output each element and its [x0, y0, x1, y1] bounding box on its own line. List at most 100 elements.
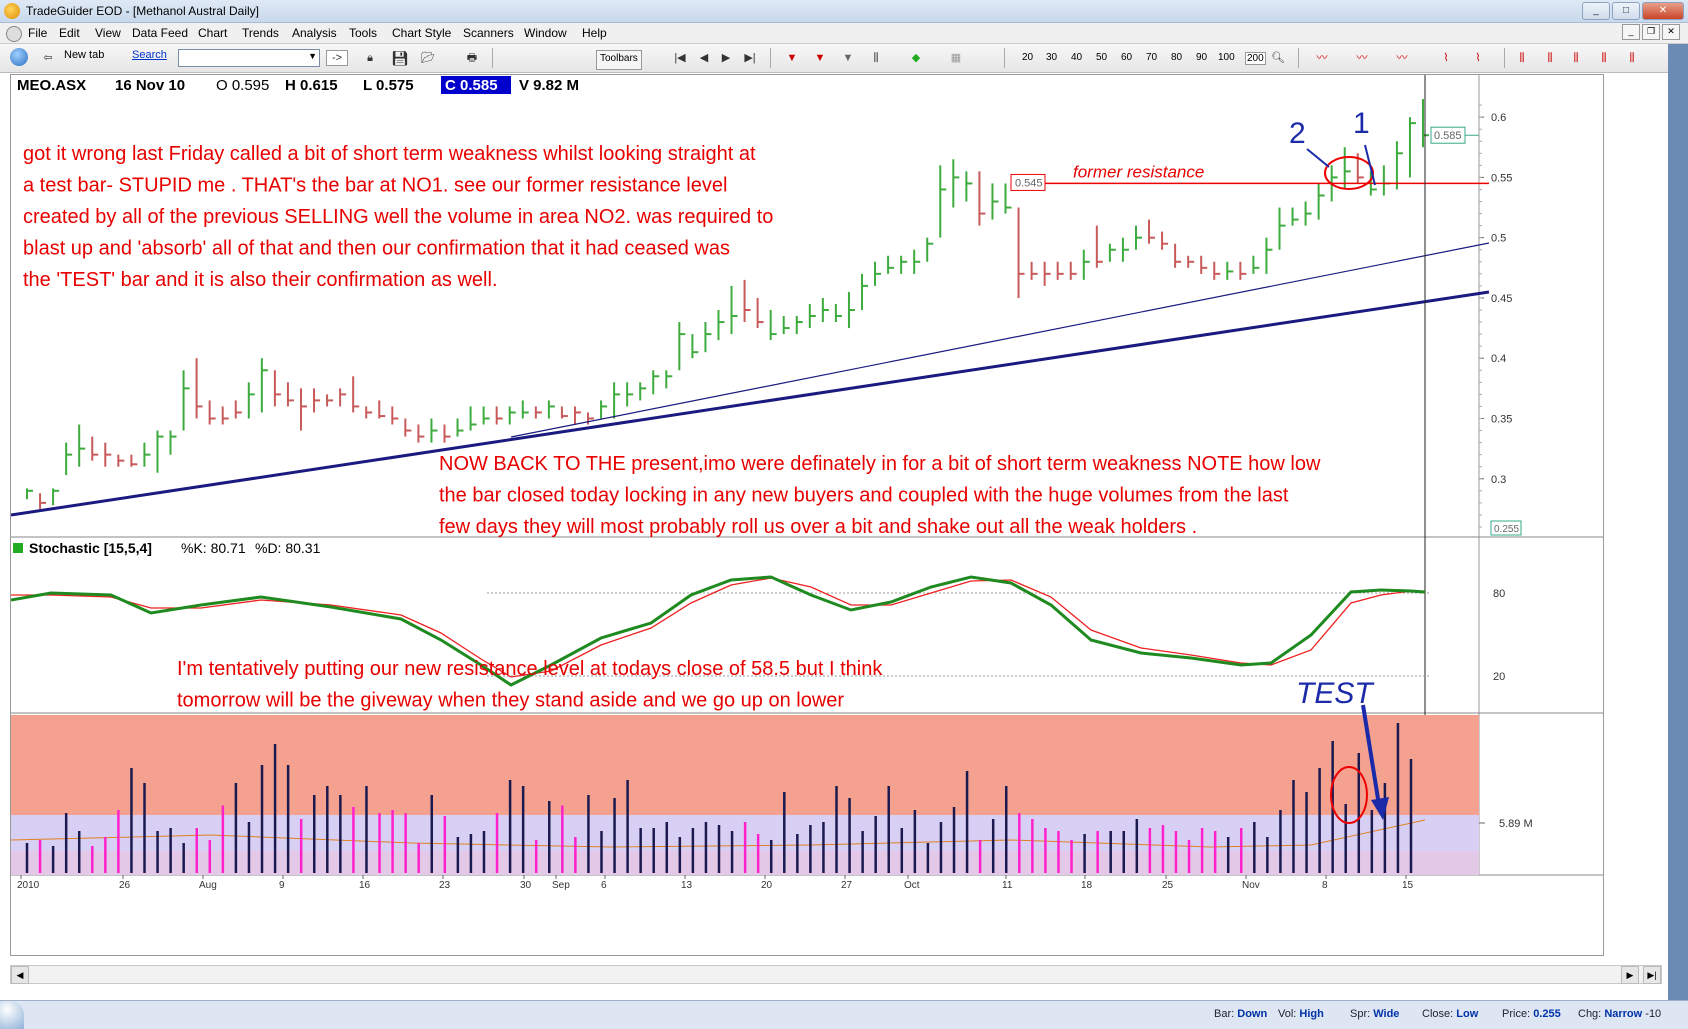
stoch-level-20-label: 20 [1493, 671, 1505, 683]
chevron-down-icon: ▼ [308, 51, 317, 61]
menu-window[interactable]: Window [524, 26, 567, 40]
minimize-button[interactable]: _ [1582, 2, 1610, 20]
lock-icon[interactable]: 🔒︎ [367, 52, 373, 64]
back-icon[interactable]: ⇦ [43, 52, 53, 64]
volume-tag: 5.89 M [1499, 818, 1533, 830]
x-tick-label: Nov [1242, 880, 1260, 891]
menu-edit[interactable]: Edit [59, 26, 80, 40]
zoom-40[interactable]: 40 [1071, 52, 1083, 63]
search-input[interactable]: ▼ [178, 49, 320, 67]
bars-icon[interactable]: ⫼ [873, 52, 879, 64]
x-tick-label: 6 [601, 880, 607, 891]
note-top-line: a test bar- STUPID me . THAT's the bar a… [23, 175, 727, 197]
desktop-edge [1668, 44, 1688, 1000]
y-tick-label: 0.3 [1491, 474, 1506, 486]
bar-style-1-icon[interactable]: ⫼ [1519, 52, 1525, 64]
window-title: TradeGuider EOD - [Methanol Austral Dail… [26, 4, 259, 18]
stoch-k-line [11, 575, 1426, 687]
y-tick-label: 0.5 [1491, 233, 1506, 245]
zoom-60[interactable]: 60 [1121, 52, 1133, 63]
stoch-label: Stochastic [15,5,4] [29, 540, 152, 556]
arrow-mixed-icon[interactable]: ▼ [814, 52, 826, 64]
zoom-90[interactable]: 90 [1196, 52, 1208, 63]
maximize-button[interactable]: □ [1612, 2, 1640, 20]
stoch-level-80-label: 80 [1493, 588, 1505, 600]
bar-style-3-icon[interactable]: ⫼ [1573, 52, 1579, 64]
marker-1: 1 [1353, 107, 1370, 140]
arrow-gray-icon[interactable]: ▼ [842, 52, 854, 64]
main-toolbar: ⇦ New tab Search ▼ -> 🔒︎ 💾︎ 📂︎ 🖶 Toolbar… [0, 44, 1688, 73]
next-icon[interactable]: ▶ [721, 52, 731, 64]
grid-icon[interactable]: ▦ [950, 52, 962, 64]
scroll-left-icon[interactable]: ◀ [11, 966, 29, 984]
test-arrow-shaft [1361, 704, 1381, 806]
first-icon[interactable]: |◀ [674, 52, 686, 64]
zoom-50[interactable]: 50 [1096, 52, 1108, 63]
new-tab-link[interactable]: New tab [64, 49, 105, 61]
last-icon[interactable]: ▶| [744, 52, 756, 64]
menu-chart-style[interactable]: Chart Style [392, 26, 452, 40]
resistance-tag-box [1010, 173, 1046, 191]
close-button[interactable]: ✕ [1642, 2, 1684, 20]
bar-style-5-icon[interactable]: ⫼ [1629, 52, 1635, 64]
note-top-line: blast up and 'absorb' all of that and th… [23, 238, 730, 260]
close-highlight [441, 76, 511, 94]
mdi-close-button[interactable]: ✕ [1662, 24, 1680, 40]
date-label: 16 Nov 10 [115, 77, 185, 94]
go-button[interactable]: -> [326, 50, 348, 66]
x-tick-label: 18 [1081, 880, 1093, 891]
menu-analysis[interactable]: Analysis [292, 26, 337, 40]
start-orb-icon[interactable] [0, 1001, 24, 1029]
bar-style-4-icon[interactable]: ⫼ [1601, 52, 1607, 64]
menu-help[interactable]: Help [582, 26, 607, 40]
print-icon[interactable]: 🖶 [466, 52, 478, 64]
x-tick-label: 16 [359, 880, 371, 891]
line-chart-alt-icon[interactable]: 〰 [1396, 52, 1408, 64]
menu-file[interactable]: File [28, 26, 48, 40]
search-link[interactable]: Search [132, 49, 167, 61]
chart-svg[interactable]: MEO.ASX 16 Nov 10 O 0.595 H 0.615 L 0.575 C 0… [11, 75, 1603, 955]
status-bar-label: Bar: [1214, 1008, 1235, 1020]
last-price-tag-box [1430, 126, 1466, 144]
menu-chart[interactable]: Chart [198, 26, 228, 40]
menu-view[interactable]: View [95, 26, 121, 40]
mdi-minimize-button[interactable]: _ [1622, 24, 1640, 40]
menu-data-feed[interactable]: Data Feed [132, 26, 189, 40]
prev-icon[interactable]: ◀ [699, 52, 709, 64]
zoom-100[interactable]: 100 [1218, 52, 1235, 63]
zoom-80[interactable]: 80 [1171, 52, 1183, 63]
menu-trends[interactable]: Trends [242, 26, 279, 40]
zoom-20[interactable]: 20 [1022, 52, 1034, 63]
chart-area[interactable]: MEO.ASX 16 Nov 10 O 0.595 H 0.615 L 0.575 C 0… [10, 74, 1604, 956]
signals-icon[interactable]: ◆ [911, 52, 921, 64]
mdi-app-icon[interactable] [6, 26, 22, 42]
scroll-right-icon[interactable]: ▶ [1621, 966, 1639, 984]
trend-icon[interactable]: ⌇ [1475, 52, 1481, 64]
line-chart-options-icon[interactable]: 〰 [1356, 52, 1368, 64]
scroll-end-icon[interactable]: ▶| [1643, 966, 1661, 984]
marker-2-pointer [1306, 148, 1330, 168]
status-vol-value: High [1299, 1008, 1324, 1020]
marker-1-pointer [1364, 144, 1376, 186]
zoom-70[interactable]: 70 [1146, 52, 1158, 63]
arrow-down-red-icon[interactable]: ▼ [786, 52, 798, 64]
x-tick-label: Aug [199, 880, 217, 891]
wave-icon[interactable]: ⌇ [1443, 52, 1449, 64]
save-icon[interactable]: 💾︎ [391, 50, 409, 66]
note-volume-line: I'm tentatively putting our new resistan… [177, 658, 883, 680]
note-mid-line: few days they will most probably roll us… [439, 516, 1197, 538]
horizontal-scrollbar[interactable]: ◀ ▶ ▶| [10, 965, 1662, 984]
menu-scanners[interactable]: Scanners [463, 26, 514, 40]
toolbars-dropdown[interactable]: Toolbars [596, 50, 642, 70]
line-chart-icon[interactable]: 〰 [1316, 52, 1328, 64]
folder-icon[interactable]: 📂︎ [421, 52, 435, 64]
zoom-200[interactable]: 200 [1245, 52, 1266, 65]
mdi-restore-button[interactable]: ❐ [1642, 24, 1660, 40]
status-bar-value: Down [1237, 1008, 1268, 1020]
globe-icon[interactable] [10, 48, 28, 66]
x-tick-label: 15 [1402, 880, 1414, 891]
bar-style-2-icon[interactable]: ⫼ [1547, 52, 1553, 64]
zoom-icon[interactable]: 🔍︎ [1271, 52, 1285, 64]
menu-tools[interactable]: Tools [349, 26, 378, 40]
zoom-30[interactable]: 30 [1046, 52, 1058, 63]
